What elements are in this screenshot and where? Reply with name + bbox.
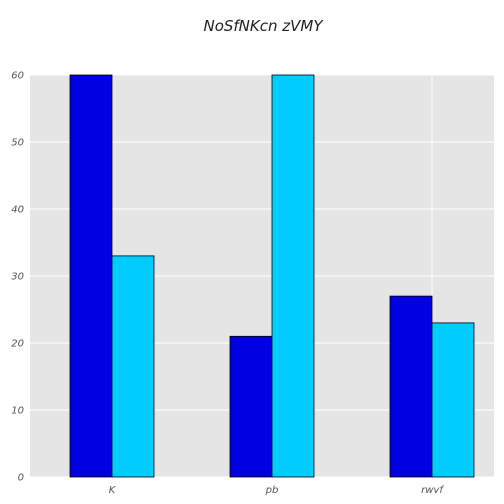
bar-rwvf-series-2 [431, 322, 475, 478]
bars [69, 74, 475, 478]
y-tick-label: 20 [11, 339, 24, 350]
x-tick-label: K [109, 485, 117, 496]
y-tick-label: 60 [11, 71, 24, 82]
y-tick-label: 50 [11, 138, 24, 149]
bar-pb-series-1 [229, 335, 273, 478]
y-tick-label: 0 [18, 473, 24, 484]
chart-title: NoSfNKcn zVMY [203, 17, 324, 35]
bar-K-series-1 [69, 74, 113, 478]
bar-K-series-2 [111, 255, 155, 478]
x-tick-label: pb [265, 485, 279, 496]
bar-rwvf-series-1 [389, 295, 433, 478]
y-axis-ticks: 0 10 20 30 40 50 60 [11, 71, 24, 484]
bar-pb-series-2 [271, 74, 315, 478]
y-tick-label: 40 [11, 205, 24, 216]
x-tick-label: rwvf [421, 485, 444, 496]
y-tick-label: 30 [11, 272, 24, 283]
y-tick-label: 10 [11, 406, 24, 417]
